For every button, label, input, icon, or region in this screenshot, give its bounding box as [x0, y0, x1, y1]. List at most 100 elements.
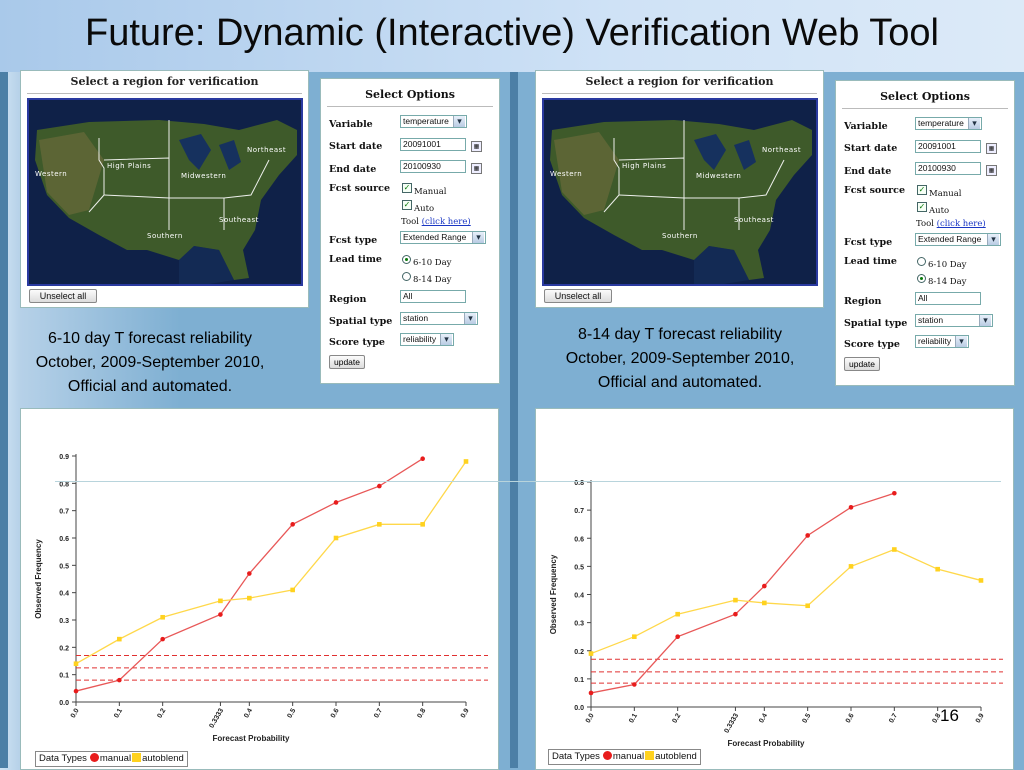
start-date-label: Start date — [844, 143, 898, 154]
tool-click-here-link[interactable]: (click here) — [936, 219, 986, 229]
tool-label: Tool — [916, 219, 937, 229]
spatial-type-label: Spatial type — [844, 318, 908, 329]
score-type-select[interactable]: reliability — [400, 333, 454, 346]
us-map-graphic[interactable] — [544, 100, 816, 284]
manual-checkbox[interactable]: ✓ — [402, 183, 412, 193]
manual-point — [733, 611, 738, 617]
autoblend-point — [733, 597, 738, 603]
map-region-label[interactable]: Southeast — [734, 216, 774, 224]
x-tick-label: 0.6 — [330, 707, 341, 719]
score-type-select[interactable]: reliability — [915, 335, 969, 348]
map-region-label[interactable]: Southern — [662, 232, 698, 240]
calendar-icon[interactable]: ▦ — [986, 143, 997, 154]
unselect-all-button[interactable]: Unselect all — [544, 289, 612, 303]
score-type-label: Score type — [329, 337, 385, 348]
region-label: Region — [844, 296, 882, 307]
map-region-label[interactable]: Southern — [147, 232, 183, 240]
score-type-label: Score type — [844, 339, 900, 350]
auto-checkbox[interactable]: ✓ — [917, 202, 927, 212]
manual-checkbox[interactable]: ✓ — [917, 185, 927, 195]
region-map-panel-left: Select a region for verification Western… — [20, 70, 309, 308]
y-tick-label: 0.4 — [59, 591, 69, 598]
us-map-graphic[interactable] — [29, 100, 301, 284]
lead-time-8-14-label: 8-14 Day — [928, 277, 967, 287]
x-tick-label: 0.4 — [243, 707, 254, 719]
chart-caption-left: 6-10 day T forecast reliability October,… — [2, 327, 298, 399]
autoblend-point — [377, 522, 382, 527]
tool-line: Tool (click here) — [916, 219, 986, 229]
map-region-label[interactable]: Western — [35, 170, 68, 178]
y-tick-label: 0.3 — [574, 621, 584, 628]
map-region-label[interactable]: High Plains — [622, 162, 667, 170]
reliability-chart-right: 0.0 0.1 0.2 0.3 0.4 0.5 0.6 0.7 0.8 0.0 0.1 0.2 0.33… — [549, 480, 1003, 748]
x-tick-label: 0.2 — [156, 707, 167, 719]
fcst-type-select[interactable]: Extended Range — [400, 231, 486, 244]
legend-manual-label: manual — [99, 753, 132, 764]
calendar-icon[interactable]: ▦ — [471, 141, 482, 152]
map-region-label[interactable]: Northeast — [762, 146, 802, 154]
lead-time-6-10-label: 6-10 Day — [413, 258, 452, 268]
y-tick-label: 0.7 — [59, 509, 69, 516]
caption-line: October, 2009-September 2010, — [565, 350, 795, 367]
region-field[interactable]: All — [915, 292, 981, 305]
spatial-type-select[interactable]: station — [400, 312, 478, 325]
caption-line: 6-10 day T forecast reliability — [48, 330, 252, 347]
calendar-icon[interactable]: ▦ — [986, 165, 997, 176]
update-button[interactable]: update — [329, 355, 365, 369]
left-divider — [0, 72, 8, 768]
region-field[interactable]: All — [400, 290, 466, 303]
unselect-all-button[interactable]: Unselect all — [29, 289, 97, 303]
reliability-chart-left: 0.0 0.1 0.2 0.3 0.4 0.5 0.6 0.7 0.8 0.9 0.0 0.1 0.2 0… — [34, 454, 488, 743]
y-tick-label: 0.8 — [574, 480, 584, 487]
options-divider — [842, 108, 1008, 109]
auto-checkbox[interactable]: ✓ — [402, 200, 412, 210]
autoblend-point — [935, 566, 940, 572]
map-region-label[interactable]: Midwestern — [181, 172, 227, 180]
lead-time-label: Lead time — [844, 256, 897, 267]
autoblend-point — [805, 603, 810, 609]
y-tick-label: 0.3 — [59, 618, 69, 625]
autoblend-point — [978, 578, 984, 583]
update-button[interactable]: update — [844, 357, 880, 371]
autoblend-point — [333, 535, 339, 541]
options-divider — [327, 106, 493, 107]
manual-point — [290, 522, 295, 527]
map-region-label[interactable]: Western — [550, 170, 583, 178]
legend-title: Data Types — [552, 751, 600, 762]
us-region-map[interactable]: Western High Plains Midwestern Northeast Sou… — [27, 98, 303, 286]
map-region-label[interactable]: Northeast — [247, 146, 287, 154]
spatial-type-select[interactable]: station — [915, 314, 993, 327]
map-region-label[interactable]: Southeast — [219, 216, 259, 224]
start-date-field[interactable]: 20091001 — [915, 140, 981, 153]
end-date-field[interactable]: 20100930 — [915, 162, 981, 175]
x-tick-label: 0.0 — [70, 707, 81, 719]
calendar-icon[interactable]: ▦ — [471, 163, 482, 174]
start-date-field[interactable]: 20091001 — [400, 138, 466, 151]
region-map-panel-right: Select a region for verification Western… — [535, 70, 824, 308]
legend-title: Data Types — [39, 753, 87, 764]
manual-point — [420, 456, 425, 462]
autoblend-point — [73, 661, 79, 667]
variable-select[interactable]: temperature — [400, 115, 467, 128]
map-panel-title: Select a region for verification — [585, 75, 774, 88]
tool-click-here-link[interactable]: (click here) — [421, 217, 471, 227]
us-region-map[interactable]: Western High Plains Midwestern Northeast Sou… — [542, 98, 818, 286]
manual-point — [117, 677, 122, 683]
x-tick-label: 0.5 — [801, 712, 812, 724]
x-tick-label: 0.3333 — [723, 712, 740, 734]
options-title: Select Options — [880, 90, 970, 103]
variable-label: Variable — [329, 119, 373, 130]
end-date-field[interactable]: 20100930 — [400, 160, 466, 173]
map-region-label[interactable]: Midwestern — [696, 172, 742, 180]
lead-time-6-10-radio[interactable] — [402, 255, 411, 264]
lead-time-8-14-radio[interactable] — [402, 272, 411, 281]
lead-time-8-14-radio[interactable] — [917, 274, 926, 283]
autoblend-point — [848, 564, 854, 569]
lead-time-6-10-radio[interactable] — [917, 257, 926, 266]
fcst-type-select[interactable]: Extended Range — [915, 233, 1001, 246]
y-tick-label: 0.0 — [574, 705, 584, 712]
map-panel-title: Select a region for verification — [70, 75, 259, 88]
map-region-label[interactable]: High Plains — [107, 162, 152, 170]
manual-point — [160, 636, 165, 642]
variable-select[interactable]: temperature — [915, 117, 982, 130]
